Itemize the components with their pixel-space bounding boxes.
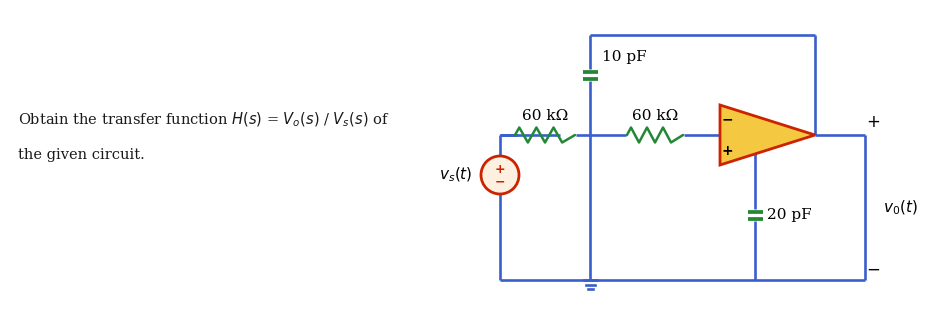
Text: Obtain the transfer function $H(s)$ = $V_o(s)$ / $V_s(s)$ of: Obtain the transfer function $H(s)$ = $V… xyxy=(18,111,389,129)
Text: $v_s(t)$: $v_s(t)$ xyxy=(439,166,472,184)
Text: −: − xyxy=(720,112,732,126)
Text: 20 pF: 20 pF xyxy=(767,208,811,222)
Text: 60 kΩ: 60 kΩ xyxy=(522,109,568,123)
Text: 60 kΩ: 60 kΩ xyxy=(631,109,677,123)
Text: +: + xyxy=(494,163,505,176)
Circle shape xyxy=(481,156,519,194)
Text: +: + xyxy=(720,144,732,158)
Text: +: + xyxy=(865,113,879,131)
Text: 10 pF: 10 pF xyxy=(601,50,646,64)
Text: $v_0(t)$: $v_0(t)$ xyxy=(882,198,917,217)
Text: −: − xyxy=(865,261,879,279)
Text: −: − xyxy=(495,175,505,188)
Polygon shape xyxy=(719,105,814,165)
Text: the given circuit.: the given circuit. xyxy=(18,148,145,162)
